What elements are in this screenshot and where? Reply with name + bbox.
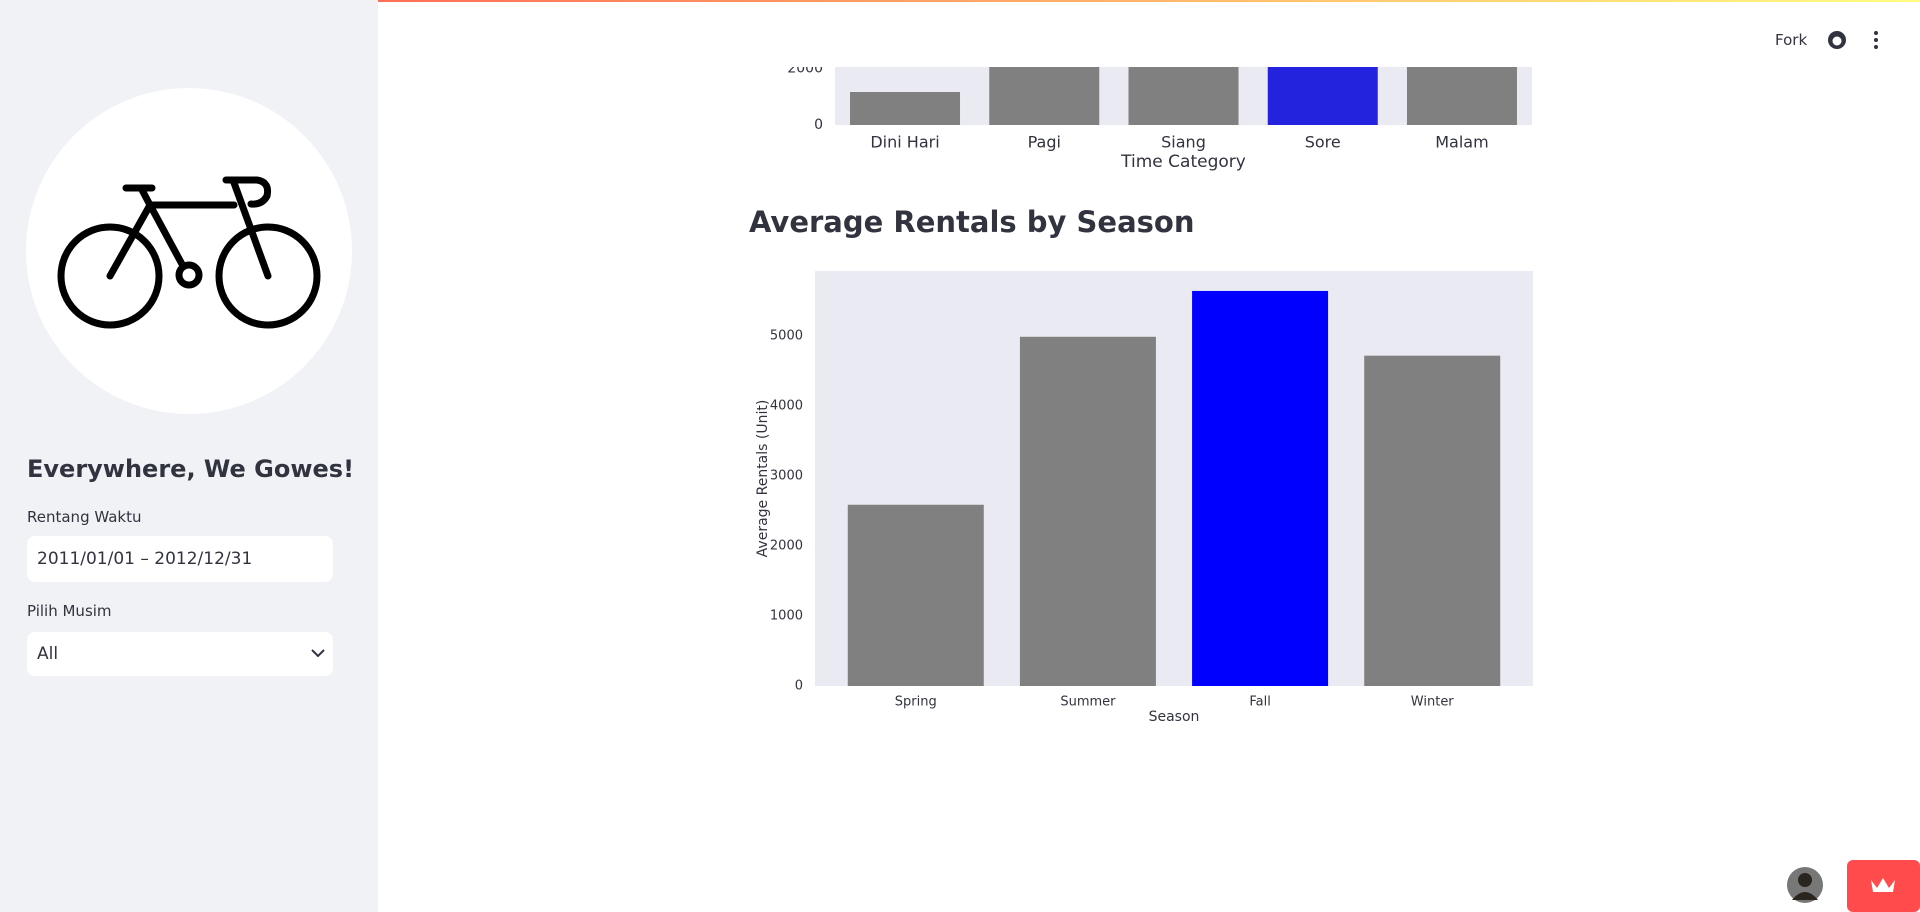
bar [1364,355,1501,686]
x-axis-label: Season [1149,709,1200,725]
x-axis-label: Time Category [1120,152,1246,172]
fork-button[interactable]: Fork [1775,31,1808,49]
bar [850,92,961,125]
bar [989,67,1100,126]
github-icon[interactable] [1828,31,1846,49]
season-value: All [37,644,59,664]
x-tick-label: Fall [1249,695,1270,710]
y-tick-label: 4000 [770,399,803,414]
x-tick-label: Winter [1411,695,1455,710]
bar [1019,336,1156,686]
date-label: Rentang Waktu [27,508,142,526]
time-chart: 0 2000 Dini Hari Pagi Siang Sore Malam Time Cat… [787,61,1532,172]
chart-title: Average Rentals by Season [749,205,1194,239]
x-tick-label: Malam [1435,133,1488,152]
season-chart: Average Rentals by Season 0 1000 2000 3000 40… [749,205,1533,725]
x-tick-label: Sore [1305,133,1341,152]
menu-icon[interactable] [1874,31,1878,49]
logo [26,88,352,414]
x-tick-label: Siang [1161,133,1206,152]
top-decoration [0,0,1920,2]
bar [1267,67,1378,126]
y-axis-label: Average Rentals (Unit) [755,400,771,558]
date-input[interactable]: 2011/01/01 – 2012/12/31 [27,536,333,582]
avatar[interactable] [1787,867,1823,903]
plot-area [835,67,1532,125]
streamlit-badge[interactable] [1847,860,1920,912]
sidebar-title: Everywhere, We Gowes! [27,455,355,483]
y-tick-label: 2000 [787,61,823,77]
bar [847,504,984,686]
plot-area [815,271,1533,686]
y-tick-label: 0 [795,679,803,694]
y-tick-label: 0 [814,117,823,133]
chevron [311,649,325,658]
x-tick-label: Spring [895,695,937,710]
sidebar: Everywhere, We Gowes! Rentang Waktu 2011… [0,0,378,912]
y-tick-label: 1000 [770,609,803,624]
x-tick-label: Pagi [1028,133,1061,152]
y-tick-label: 3000 [770,469,803,484]
bar [1406,67,1517,126]
season-label: Pilih Musim [27,602,112,620]
season-select[interactable]: All [27,632,333,676]
x-tick-label: Summer [1060,695,1116,710]
y-tick-label: 2000 [770,539,803,554]
x-tick-label: Dini Hari [870,133,939,152]
bar [1192,290,1329,686]
y-tick-label: 5000 [770,329,803,344]
bar [1128,67,1239,125]
